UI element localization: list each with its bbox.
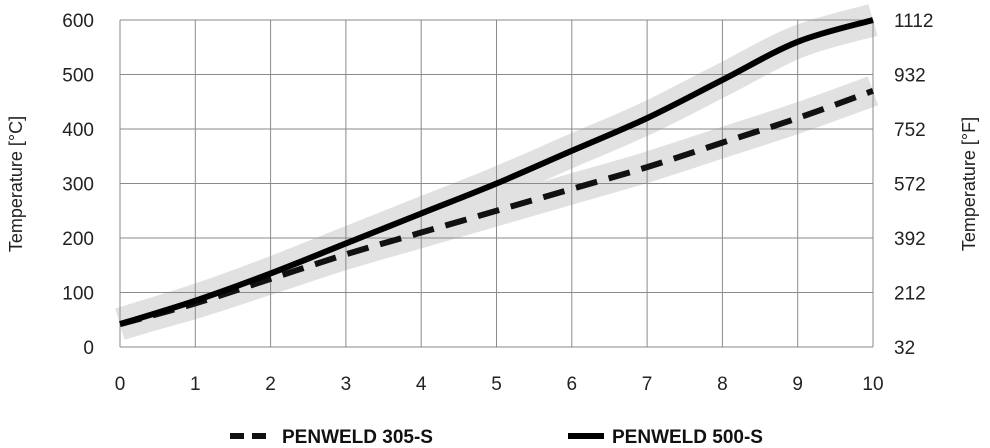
left-tick-label: 0 <box>83 338 94 359</box>
x-tick-label: 4 <box>416 374 427 395</box>
right-tick-label: 392 <box>894 229 926 250</box>
right-tick-label: 572 <box>894 175 926 196</box>
right-tick-label: 32 <box>894 338 915 359</box>
legend-label-305s: PENWELD 305-S <box>282 427 433 448</box>
right-tick-label: 932 <box>894 66 926 87</box>
x-tick-label: 10 <box>862 374 883 395</box>
right-axis-ticks: 32 212 392 572 752 932 1112 <box>894 11 933 359</box>
series-line-0 <box>119 88 875 328</box>
left-axis-title: Temperature [°C] <box>6 116 26 252</box>
x-tick-label: 5 <box>491 374 502 395</box>
x-tick-label: 9 <box>792 374 803 395</box>
legend: PENWELD 305-S PENWELD 500-S <box>230 427 763 448</box>
series-lines <box>119 17 875 328</box>
x-axis-ticks: 0 1 2 3 4 5 6 7 8 9 10 <box>115 374 884 395</box>
right-axis-title: Temperature [°F] <box>959 117 979 251</box>
x-tick-label: 6 <box>567 374 578 395</box>
left-tick-label: 600 <box>62 11 94 32</box>
legend-label-500s: PENWELD 500-S <box>612 427 763 448</box>
left-tick-label: 300 <box>62 175 94 196</box>
x-tick-label: 0 <box>115 374 126 395</box>
x-tick-label: 2 <box>265 374 276 395</box>
legend-item-305s: PENWELD 305-S <box>230 427 433 448</box>
right-tick-label: 1112 <box>894 11 933 32</box>
x-tick-label: 7 <box>642 374 653 395</box>
left-tick-label: 500 <box>62 66 94 87</box>
left-tick-label: 400 <box>62 120 94 141</box>
legend-item-500s: PENWELD 500-S <box>568 427 763 448</box>
right-tick-label: 752 <box>894 120 926 141</box>
left-tick-label: 200 <box>62 229 94 250</box>
left-axis-ticks: 0 100 200 300 400 500 600 <box>62 11 94 359</box>
series-line-1 <box>119 17 874 327</box>
x-tick-label: 1 <box>190 374 201 395</box>
right-tick-label: 212 <box>894 284 926 305</box>
x-tick-label: 8 <box>717 374 728 395</box>
x-tick-label: 3 <box>341 374 352 395</box>
left-tick-label: 100 <box>62 284 94 305</box>
